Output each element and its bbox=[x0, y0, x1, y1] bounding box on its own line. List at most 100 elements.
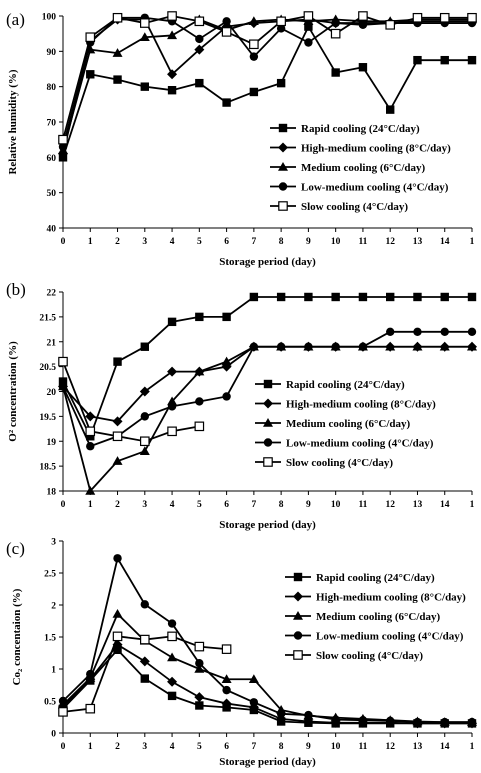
data-point bbox=[194, 16, 205, 27]
y-axis-title: Relative humidity (%) bbox=[7, 69, 19, 174]
data-point bbox=[195, 659, 204, 668]
y-axis-title: O² concentration (%) bbox=[7, 341, 19, 442]
legend-label: Low-medium cooling (4°C/day) bbox=[301, 182, 449, 194]
x-tick-label: 6 bbox=[224, 500, 229, 510]
series-diamond-filled bbox=[58, 639, 477, 729]
x-axis-title: Storage period (day) bbox=[219, 256, 316, 268]
data-point bbox=[195, 78, 204, 88]
y-tick-label: 19.5 bbox=[39, 413, 56, 423]
data-point bbox=[358, 342, 368, 351]
legend-entry: High-medium cooling (8°C/day) bbox=[255, 398, 436, 411]
legend-label: Low-medium cooling (4°C/day) bbox=[286, 438, 434, 450]
data-point bbox=[167, 317, 177, 327]
data-point bbox=[358, 11, 368, 21]
y-tick-label: 70 bbox=[47, 119, 57, 129]
y-tick-label: 2.5 bbox=[44, 570, 56, 580]
legend-marker bbox=[278, 123, 288, 133]
legend-entry: Slow cooling (4°C/day) bbox=[270, 201, 408, 213]
x-axis-title: Storage period (day) bbox=[219, 756, 316, 768]
x-tick-label: 3 bbox=[142, 237, 147, 247]
data-point bbox=[139, 32, 150, 41]
data-point bbox=[139, 656, 150, 667]
data-point bbox=[140, 412, 149, 421]
data-point bbox=[139, 386, 150, 397]
y-tick-label: 0 bbox=[51, 730, 56, 740]
panel-label: (a) bbox=[6, 10, 25, 29]
data-point bbox=[112, 456, 123, 465]
x-tick-label: 1 bbox=[470, 742, 475, 752]
data-point bbox=[331, 342, 340, 351]
data-point bbox=[439, 12, 450, 23]
legend-marker bbox=[293, 631, 303, 640]
data-point bbox=[113, 645, 122, 654]
x-tick-label: 1 bbox=[88, 500, 93, 510]
y-tick-label: 60 bbox=[47, 154, 57, 164]
data-point bbox=[386, 105, 395, 114]
series-line bbox=[62, 16, 472, 147]
y-tick-label: 3 bbox=[51, 538, 56, 548]
legend-label: High-medium cooling (8°C/day) bbox=[286, 399, 436, 411]
data-point bbox=[276, 292, 286, 302]
data-point bbox=[86, 669, 95, 679]
y-tick-label: 100 bbox=[42, 13, 57, 23]
data-point bbox=[85, 703, 96, 714]
x-tick-label: 6 bbox=[224, 742, 229, 752]
x-tick-label: 7 bbox=[251, 237, 256, 247]
data-point bbox=[86, 70, 95, 79]
data-point bbox=[112, 608, 123, 618]
x-tick-label: 0 bbox=[61, 742, 66, 752]
legend-label: Slow cooling (4°C/day) bbox=[286, 457, 393, 469]
data-point bbox=[167, 69, 178, 80]
data-point bbox=[167, 426, 177, 437]
data-point bbox=[386, 716, 395, 726]
data-point bbox=[467, 12, 477, 23]
data-point bbox=[167, 30, 178, 40]
legend-label: Medium cooling (6°C/day) bbox=[286, 418, 411, 430]
y-tick-label: 22 bbox=[47, 289, 57, 299]
legend-label: Slow cooling (4°C/day) bbox=[316, 650, 423, 662]
chart-panel-c: (c)00.511.522.530 1 2 3 4 5 6 7 8 9 10 11 12 13 14 1Sto… bbox=[6, 538, 477, 768]
legend-entry: Low-medium cooling (4°C/day) bbox=[285, 631, 464, 643]
data-point bbox=[221, 698, 232, 709]
data-point bbox=[140, 342, 149, 351]
data-point bbox=[385, 341, 396, 351]
x-tick-label: 5 bbox=[197, 742, 202, 752]
legend-marker bbox=[293, 611, 303, 620]
data-point bbox=[140, 82, 149, 91]
x-tick-label: 10 bbox=[331, 742, 341, 752]
y-tick-label: 90 bbox=[47, 48, 57, 58]
data-point bbox=[467, 717, 477, 727]
x-tick-label: 14 bbox=[440, 500, 450, 510]
data-point bbox=[331, 292, 340, 302]
x-tick-label: 1 bbox=[470, 237, 475, 247]
data-point bbox=[330, 28, 341, 39]
y-tick-label: 1.5 bbox=[44, 634, 56, 644]
data-point bbox=[222, 392, 231, 401]
legend-marker bbox=[263, 398, 273, 409]
data-point bbox=[195, 312, 204, 322]
x-tick-label: 1 bbox=[88, 742, 93, 752]
series-line bbox=[62, 643, 472, 725]
data-point bbox=[86, 432, 95, 441]
data-point bbox=[412, 341, 423, 351]
legend-entry: Slow cooling (4°C/day) bbox=[255, 457, 393, 469]
data-point bbox=[276, 78, 286, 88]
x-tick-label: 9 bbox=[306, 742, 311, 752]
data-point bbox=[440, 292, 449, 302]
x-tick-label: 13 bbox=[413, 742, 423, 752]
data-point bbox=[167, 366, 178, 377]
legend-entry: Medium cooling (6°C/day) bbox=[285, 611, 441, 623]
y-tick-label: 1 bbox=[51, 666, 56, 676]
data-point bbox=[113, 554, 122, 563]
y-tick-label: 19 bbox=[47, 438, 57, 448]
y-tick-label: 50 bbox=[47, 189, 57, 199]
data-point bbox=[194, 366, 205, 376]
data-point bbox=[221, 27, 232, 37]
data-point bbox=[194, 44, 205, 55]
x-axis-title: Storage period (day) bbox=[219, 519, 316, 531]
x-tick-label: 5 bbox=[197, 237, 202, 247]
legend-marker bbox=[293, 591, 303, 602]
legend-marker bbox=[263, 438, 273, 447]
data-point bbox=[386, 292, 395, 302]
